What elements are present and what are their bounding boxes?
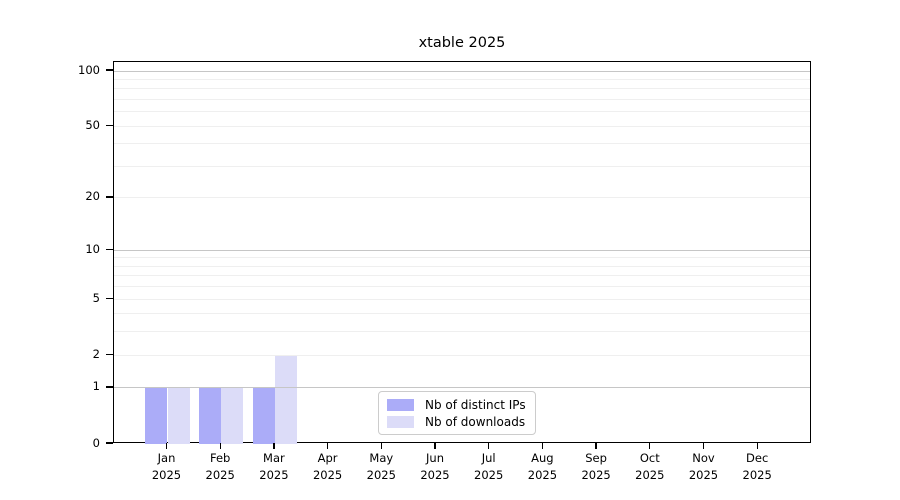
gridline-minor	[114, 265, 810, 267]
x-axis-tick-label: Feb 2025	[205, 451, 235, 482]
y-axis-tick	[106, 297, 113, 299]
y-axis-tick-label: 0	[92, 435, 100, 450]
bar-distinct-ips	[252, 387, 275, 444]
bar-downloads	[221, 387, 244, 444]
gridline-minor	[114, 275, 810, 277]
gridline-major	[114, 249, 810, 251]
y-axis-tick	[106, 386, 113, 388]
x-axis-tick-label: Jul 2025	[474, 451, 504, 482]
chart-title: xtable 2025	[418, 35, 506, 51]
x-axis-tick	[380, 443, 382, 449]
y-axis-tick	[106, 353, 113, 355]
gridline-minor	[114, 166, 810, 167]
bar-distinct-ips	[145, 387, 168, 444]
gridline-minor	[114, 298, 810, 300]
gridline-minor	[114, 331, 810, 333]
x-axis-tick	[326, 443, 329, 449]
x-axis-tick-label: Aug 2025	[527, 451, 558, 482]
bar-distinct-ips	[198, 387, 222, 444]
x-axis-tick-label: Oct 2025	[635, 451, 665, 482]
gridline-minor	[114, 354, 810, 356]
gridline-minor	[114, 111, 810, 113]
gridline-major	[114, 387, 810, 389]
y-axis-tick-label: 50	[85, 117, 100, 132]
gridline-minor	[114, 286, 810, 288]
legend-label-downloads: Nb of downloads	[425, 415, 526, 429]
y-axis-tick-label: 1	[92, 379, 100, 394]
y-axis-tick-label: 10	[85, 241, 100, 256]
x-axis-tick	[434, 443, 436, 449]
plot-area: Nb of distinct IPs Nb of downloads	[113, 61, 811, 444]
gridline-minor	[114, 78, 810, 80]
x-axis-tick	[165, 443, 168, 449]
gridline-minor	[114, 197, 810, 199]
y-axis-tick-label: 5	[92, 290, 100, 305]
gridline-minor	[114, 143, 810, 145]
x-axis-tick	[649, 443, 651, 449]
bars-layer	[114, 62, 810, 444]
y-axis-tick	[106, 442, 113, 444]
x-axis-tick-label: Dec 2025	[742, 451, 772, 482]
y-axis-tick-label: 2	[92, 346, 100, 361]
x-axis-tick	[702, 443, 705, 449]
legend-swatch-distinct-ips-icon	[387, 399, 414, 411]
y-axis-tick	[106, 69, 113, 71]
gridline-minor	[114, 125, 810, 127]
gridline-minor	[114, 88, 810, 90]
x-axis-tick	[219, 443, 221, 449]
x-axis-tick-label: Jun 2025	[420, 451, 450, 482]
y-axis-tick-label: 100	[78, 62, 100, 77]
x-axis-tick	[273, 443, 275, 449]
gridline-minor	[114, 257, 810, 259]
gridline-minor	[114, 313, 810, 315]
x-axis-tick	[488, 443, 490, 449]
gridline-minor	[114, 99, 810, 101]
legend-item-distinct-ips: Nb of distinct IPs	[387, 398, 526, 412]
x-axis-tick-label: Nov 2025	[688, 451, 719, 482]
legend: Nb of distinct IPs Nb of downloads	[378, 391, 536, 435]
gridline-major	[114, 70, 810, 72]
y-axis-tick	[106, 124, 113, 126]
x-axis-tick-label: Apr 2025	[312, 451, 343, 482]
x-axis-tick-label: Sep 2025	[581, 451, 611, 482]
x-axis-tick	[756, 443, 758, 449]
y-axis-tick	[106, 248, 113, 250]
y-axis-tick-label: 20	[85, 189, 100, 204]
x-axis-tick	[541, 443, 544, 449]
x-axis-tick-label: Mar 2025	[259, 451, 289, 482]
legend-label-distinct-ips: Nb of distinct IPs	[425, 398, 526, 412]
bar-downloads	[167, 387, 190, 444]
bar-downloads	[274, 355, 298, 444]
grid-layer	[114, 62, 810, 442]
x-axis-tick	[595, 443, 597, 449]
x-axis-tick-label: May 2025	[366, 451, 396, 482]
x-axis-tick-label: Jan 2025	[151, 451, 182, 482]
y-axis-tick	[106, 196, 113, 198]
legend-swatch-downloads-icon	[387, 416, 414, 428]
legend-item-downloads: Nb of downloads	[387, 415, 526, 429]
